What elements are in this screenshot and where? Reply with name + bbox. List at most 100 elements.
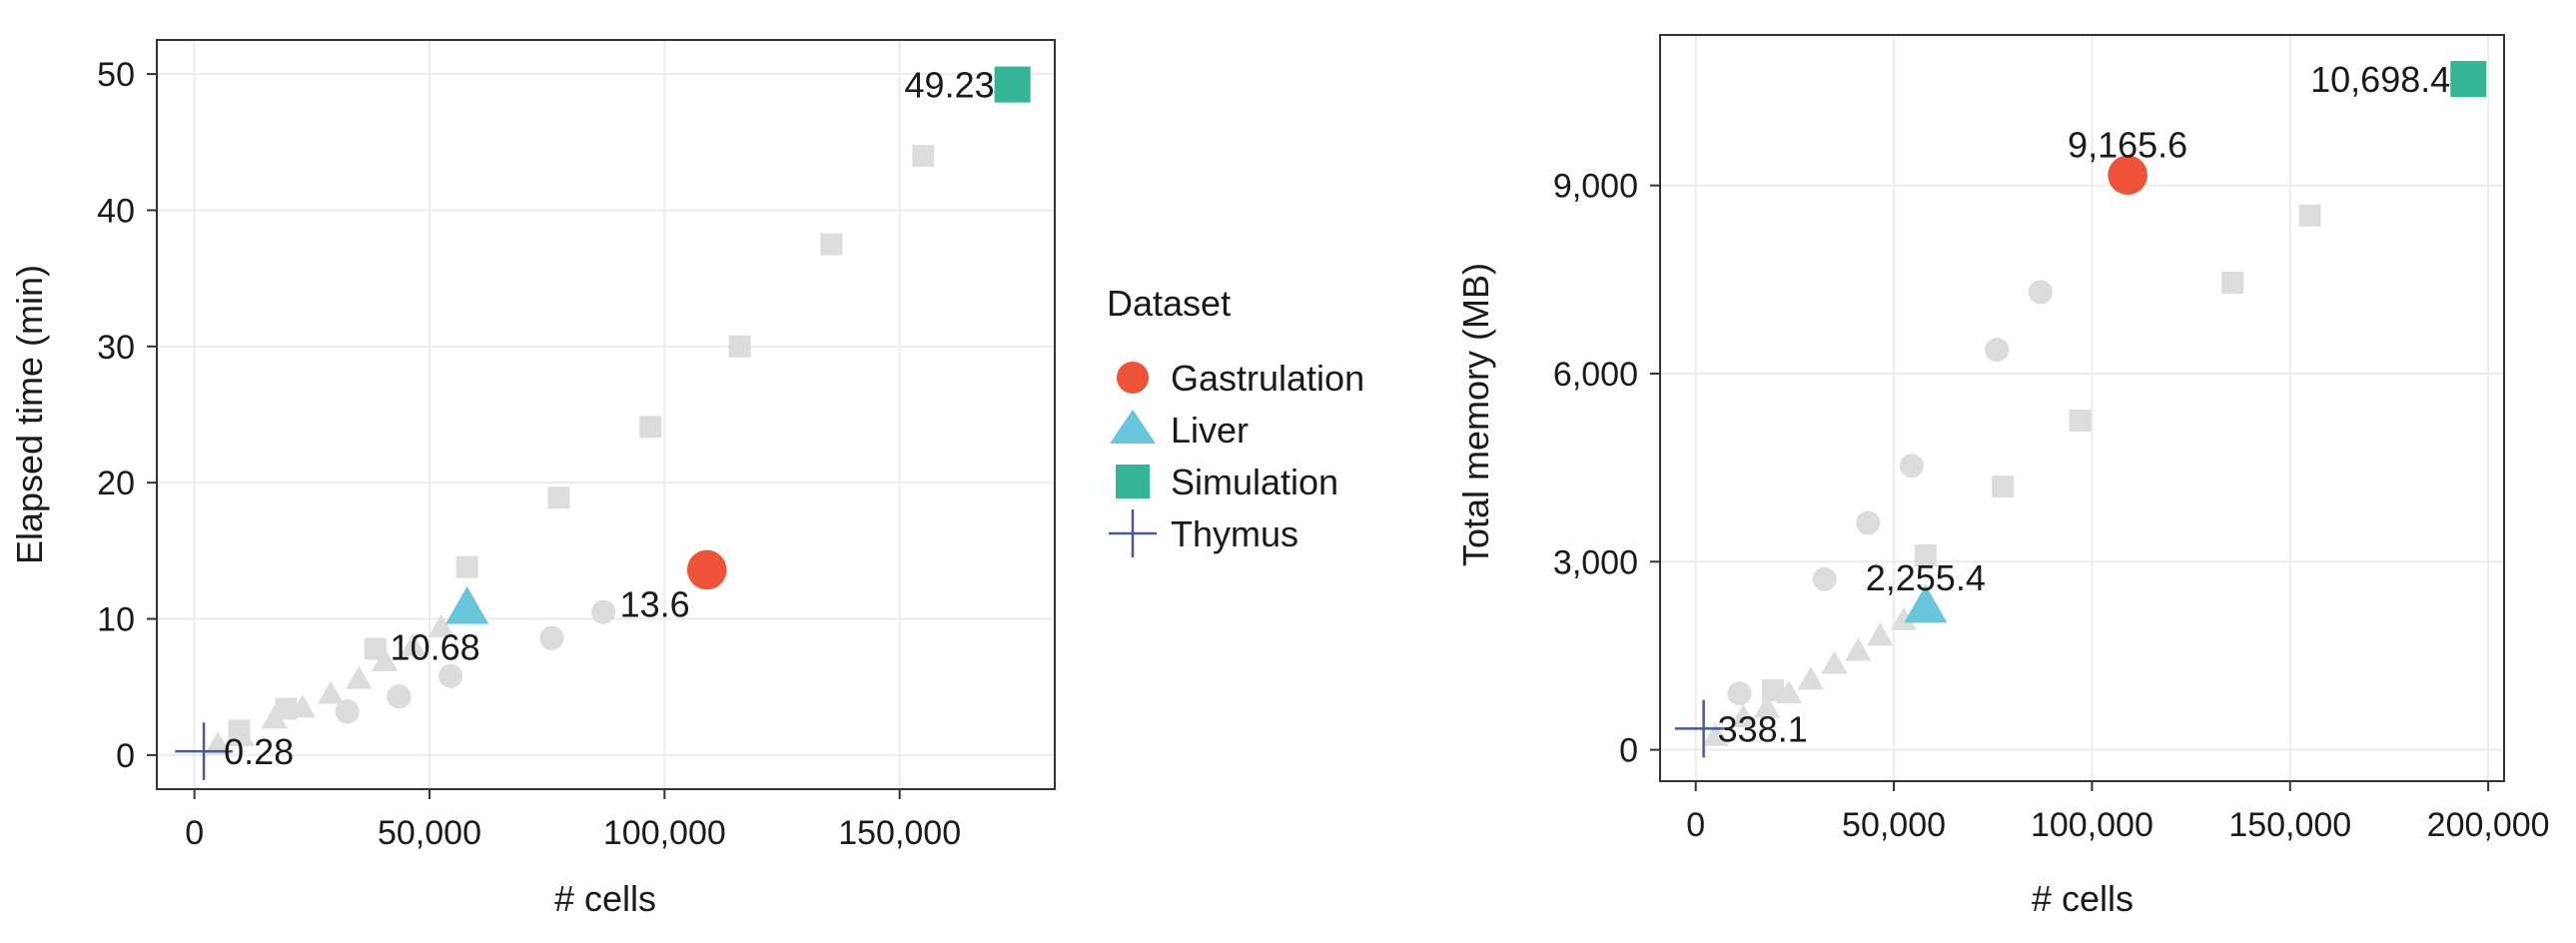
background-point	[438, 663, 463, 688]
legend-label: Gastrulation	[1171, 358, 1364, 399]
background-point	[1727, 681, 1752, 706]
x-tick-label: 150,000	[2228, 806, 2351, 844]
y-tick-label: 0	[116, 737, 135, 775]
chart-total-memory: 9,165.6 2,255.4 10,698.4 338.1 0 50,000 100,00…	[1455, 34, 2550, 919]
background-point	[1914, 544, 1937, 567]
background-point	[228, 719, 251, 742]
point-simulation	[994, 66, 1031, 103]
data-label-simulation: 10,698.4	[2310, 59, 2450, 100]
point-liver	[445, 585, 489, 624]
background-point	[1899, 454, 1925, 478]
legend-label: Thymus	[1171, 513, 1298, 554]
background-point	[2028, 280, 2053, 305]
y-tick-label: 50	[97, 56, 135, 94]
plot-area	[1660, 35, 2504, 781]
legend-item-gastrulation: Gastrulation	[1117, 358, 1364, 399]
background-point	[1890, 606, 1918, 630]
y-tick-label: 40	[97, 192, 135, 230]
background-point	[346, 665, 373, 689]
data-label-simulation: 49.23	[905, 65, 995, 106]
background-point	[1845, 637, 1872, 661]
legend-title: Dataset	[1107, 283, 1231, 324]
data-label-liver: 10.68	[391, 626, 480, 667]
x-axis-title: # cells	[2032, 878, 2134, 919]
ticks: 0 50,000 100,000 150,000 0 10 20 30 40 50	[97, 56, 961, 852]
background-point	[2221, 271, 2244, 294]
background-point	[728, 335, 751, 358]
background-point	[1992, 474, 2015, 497]
y-tick-label: 20	[97, 465, 135, 502]
highlighted-points: 9,165.6 2,255.4 10,698.4 338.1	[1674, 59, 2487, 758]
point-simulation	[2450, 61, 2487, 98]
legend: Dataset Gastrulation Liver Simulation Th…	[1107, 283, 1364, 557]
gridlines	[1660, 35, 2504, 781]
y-axis-title: Elapsed time (min)	[9, 265, 50, 564]
point-thymus	[175, 722, 233, 780]
background-point	[912, 144, 935, 167]
background-point	[1866, 622, 1894, 646]
background-point	[1821, 650, 1848, 674]
data-label-gastrulation: 9,165.6	[2068, 124, 2187, 165]
point-liver	[1904, 584, 1948, 623]
x-tick-label: 100,000	[603, 814, 726, 852]
background-points	[204, 144, 935, 755]
point-gastrulation	[686, 549, 727, 590]
background-point	[1762, 678, 1785, 701]
data-label-thymus: 338.1	[1718, 708, 1808, 749]
x-axis-title: # cells	[554, 878, 656, 919]
background-point	[1797, 666, 1824, 690]
background-point	[547, 486, 570, 509]
background-point	[639, 416, 662, 439]
background-point	[275, 697, 298, 720]
background-point	[335, 699, 360, 724]
x-tick-label: 0	[1686, 806, 1705, 844]
data-label-thymus: 0.28	[224, 731, 294, 772]
background-point	[1812, 566, 1837, 591]
background-point	[2298, 204, 2321, 227]
plot-frame	[156, 39, 1056, 790]
thymus-plus-icon	[1109, 509, 1157, 557]
highlighted-points: 13.6 10.68 49.23 0.28	[175, 65, 1031, 780]
background-point	[1856, 510, 1881, 535]
liver-triangle-icon	[1110, 410, 1156, 444]
legend-item-thymus: Thymus	[1109, 509, 1298, 557]
plot-area	[157, 40, 1055, 789]
background-point	[428, 613, 454, 637]
x-tick-label: 50,000	[1842, 806, 1946, 844]
background-point	[1985, 338, 2010, 363]
y-tick-label: 10	[97, 601, 135, 639]
y-tick-label: 30	[97, 329, 135, 367]
background-point	[1753, 694, 1781, 718]
background-point	[400, 632, 427, 656]
x-tick-label: 50,000	[378, 814, 481, 852]
background-point	[204, 731, 232, 755]
background-point	[539, 625, 564, 650]
point-thymus	[1674, 699, 1733, 758]
background-point	[1730, 703, 1757, 728]
background-point	[1702, 722, 1729, 746]
y-tick-label: 0	[1619, 732, 1638, 770]
y-tick-label: 6,000	[1553, 356, 1638, 394]
legend-item-simulation: Simulation	[1116, 462, 1338, 502]
y-axis-title: Total memory (MB)	[1455, 263, 1496, 566]
y-tick-label: 3,000	[1553, 543, 1638, 581]
background-point	[591, 599, 616, 624]
background-point	[317, 680, 345, 704]
x-tick-label: 0	[185, 814, 204, 852]
background-points	[1702, 204, 2321, 746]
background-point	[2069, 410, 2092, 433]
x-tick-label: 200,000	[2427, 806, 2550, 844]
background-point	[364, 637, 387, 660]
background-point	[455, 555, 478, 578]
data-label-gastrulation: 13.6	[620, 583, 690, 624]
point-gastrulation	[2108, 155, 2147, 196]
background-point	[387, 684, 412, 709]
x-tick-label: 100,000	[2031, 806, 2153, 844]
legend-label: Simulation	[1171, 462, 1338, 502]
x-tick-label: 150,000	[838, 814, 961, 852]
legend-label: Liver	[1171, 410, 1249, 451]
background-point	[820, 233, 843, 256]
background-point	[261, 705, 288, 729]
